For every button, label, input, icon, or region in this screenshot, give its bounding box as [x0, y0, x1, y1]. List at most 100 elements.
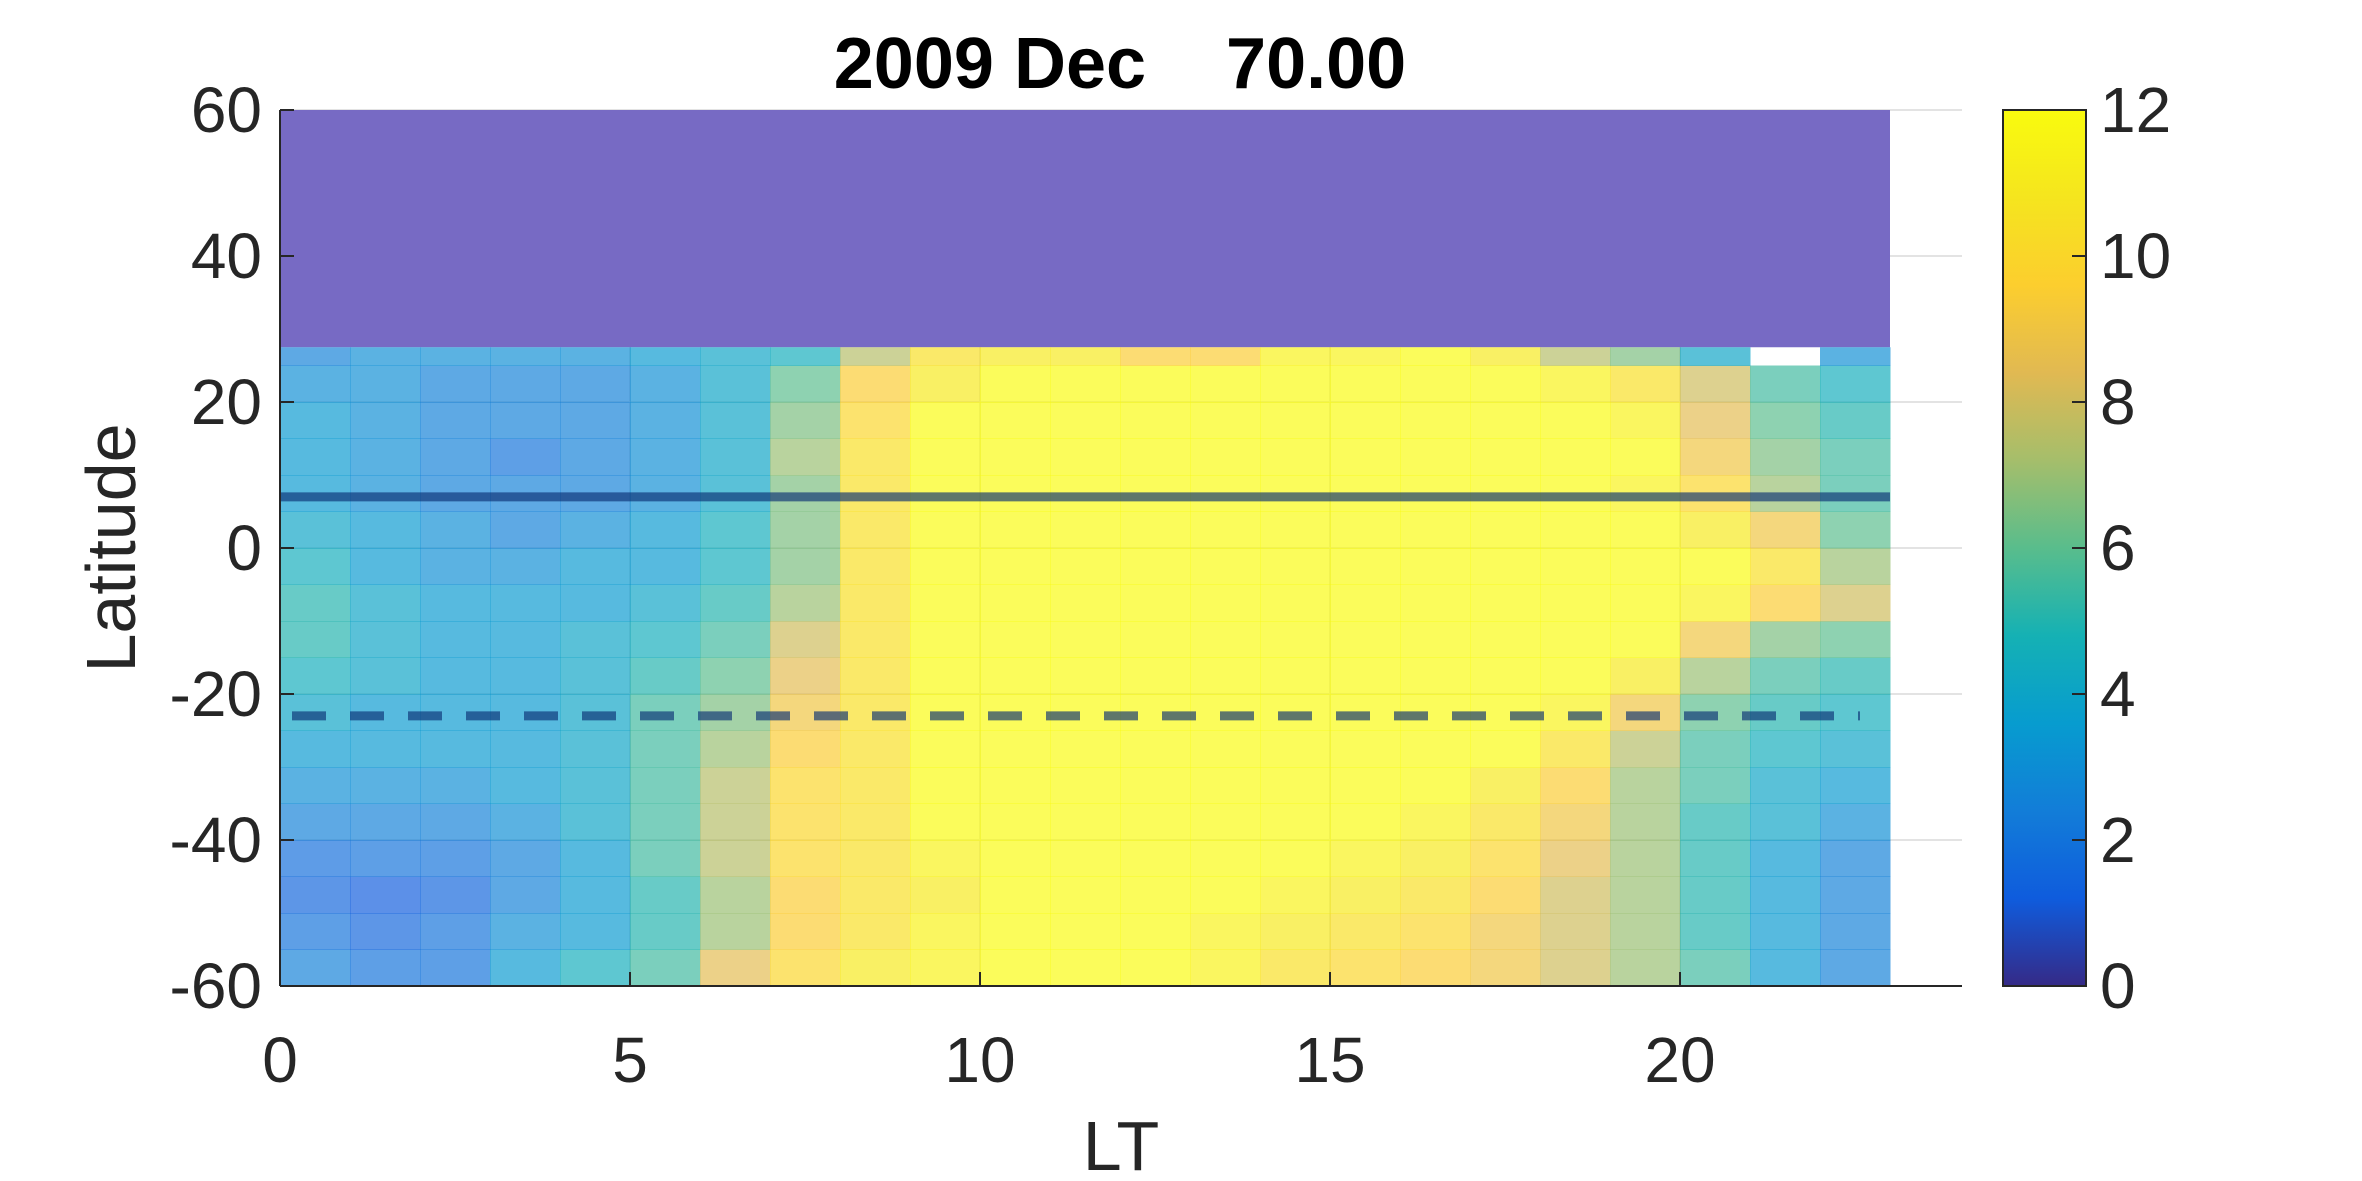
- heatmap-cell: [1120, 365, 1191, 403]
- heatmap-cell: [1120, 621, 1191, 658]
- heatmap-cell: [1330, 803, 1401, 841]
- heatmap-cell: [1750, 621, 1821, 658]
- heatmap-cell: [910, 402, 981, 439]
- heatmap-cell: [560, 438, 631, 476]
- heatmap-cell: [1470, 840, 1541, 877]
- heatmap-cell: [700, 657, 771, 695]
- heatmap-cell: [700, 949, 771, 987]
- heatmap-cell: [1120, 913, 1191, 950]
- heatmap-cell: [630, 365, 701, 403]
- heatmap-cell: [350, 511, 421, 549]
- heatmap-cell: [560, 402, 631, 439]
- heatmap-cell: [1400, 347, 1471, 366]
- heatmap-cell: [1470, 949, 1541, 987]
- heatmap-cell: [1540, 621, 1611, 658]
- heatmap-cell: [1400, 803, 1471, 841]
- heatmap-cell: [1470, 365, 1541, 403]
- heatmap-cell: [280, 365, 351, 403]
- heatmap-cell: [1120, 438, 1191, 476]
- x-ticks: 0 5 10 15 20: [262, 972, 1716, 1096]
- heatmap-cell: [1400, 584, 1471, 622]
- heatmap-cell: [420, 621, 491, 658]
- heatmap-cell: [1050, 621, 1121, 658]
- heatmap-cell: [1680, 840, 1751, 877]
- y-ticks: 60 40 20 0 -20 -40 -60: [170, 74, 294, 1022]
- heatmap-cell: [1260, 840, 1331, 877]
- heatmap-cell: [1260, 438, 1331, 476]
- heatmap-cell: [490, 767, 561, 804]
- heatmap-cell: [700, 767, 771, 804]
- heatmap-cell: [1470, 584, 1541, 622]
- heatmap-cell: [1190, 767, 1261, 804]
- heatmap-cell: [980, 913, 1051, 950]
- heatmap-cell: [1820, 840, 1891, 877]
- heatmap-cell: [1400, 365, 1471, 403]
- heatmap-cell: [1120, 876, 1191, 914]
- heatmap-cell: [1400, 438, 1471, 476]
- heatmap-cell: [280, 548, 351, 585]
- heatmap-cell: [560, 840, 631, 877]
- heatmap-cell: [980, 803, 1051, 841]
- heatmap-cell: [840, 913, 911, 950]
- heatmap-cell: [1260, 402, 1331, 439]
- heatmap-cell: [560, 548, 631, 585]
- heatmap-cell: [700, 803, 771, 841]
- heatmap-cell: [350, 840, 421, 877]
- heatmap-cell: [420, 840, 491, 877]
- heatmap-cell: [1820, 657, 1891, 695]
- heatmap-cell: [1750, 913, 1821, 950]
- heatmap-cell: [840, 548, 911, 585]
- heatmap-cell: [1050, 876, 1121, 914]
- chart-title: 2009 Dec 70.00: [834, 24, 1406, 104]
- heatmap-cell: [1750, 840, 1821, 877]
- heatmap-cell: [420, 949, 491, 987]
- heatmap-cell: [630, 621, 701, 658]
- heatmap-cell: [1680, 584, 1751, 622]
- heatmap-cell: [1050, 347, 1121, 366]
- heatmap-cell: [1750, 511, 1821, 549]
- heatmap-cell: [420, 730, 491, 768]
- y-tick-label: -40: [170, 804, 263, 876]
- heatmap-cell: [1470, 657, 1541, 695]
- heatmap-cell: [1050, 365, 1121, 403]
- heatmap-cell: [1330, 365, 1401, 403]
- heatmap-cell: [630, 730, 701, 768]
- heatmap-cell: [840, 402, 911, 439]
- heatmap-cell: [420, 767, 491, 804]
- colorbar-tick-label: 6: [2100, 512, 2136, 584]
- x-tick-label: 10: [944, 1024, 1015, 1096]
- heatmap-cell: [280, 730, 351, 768]
- heatmap-cell: [1400, 767, 1471, 804]
- heatmap-cell: [1120, 347, 1191, 366]
- heatmap-cell: [350, 803, 421, 841]
- heatmap-cell: [420, 913, 491, 950]
- heatmap-cell: [770, 548, 841, 585]
- heatmap-cell: [1750, 402, 1821, 439]
- heatmap-cell: [770, 347, 841, 366]
- heatmap-cell: [1540, 548, 1611, 585]
- heatmap-cell: [1330, 511, 1401, 549]
- heatmap-cell: [350, 949, 421, 987]
- heatmap-cell: [840, 949, 911, 987]
- heatmap-cell: [350, 876, 421, 914]
- heatmap-cell: [1470, 438, 1541, 476]
- heatmap-cell: [1260, 803, 1331, 841]
- heatmap-cell: [1260, 767, 1331, 804]
- heatmap-cell: [1680, 657, 1751, 695]
- heatmap-cell: [1190, 584, 1261, 622]
- heatmap-cell: [980, 730, 1051, 768]
- heatmap-cell: [1050, 730, 1121, 768]
- heatmap-cell: [770, 949, 841, 987]
- heatmap-cell: [1750, 657, 1821, 695]
- heatmap-cell: [700, 548, 771, 585]
- heatmap-cell: [560, 767, 631, 804]
- heatmap-cell: [1190, 402, 1261, 439]
- heatmap-cell: [1540, 949, 1611, 987]
- heatmap-cell: [1330, 949, 1401, 987]
- heatmap-cell: [1820, 913, 1891, 950]
- heatmap-cell: [840, 621, 911, 658]
- heatmap-cell: [1610, 767, 1681, 804]
- heatmap-cell: [1120, 402, 1191, 439]
- heatmap-cell: [980, 621, 1051, 658]
- heatmap-cell: [420, 511, 491, 549]
